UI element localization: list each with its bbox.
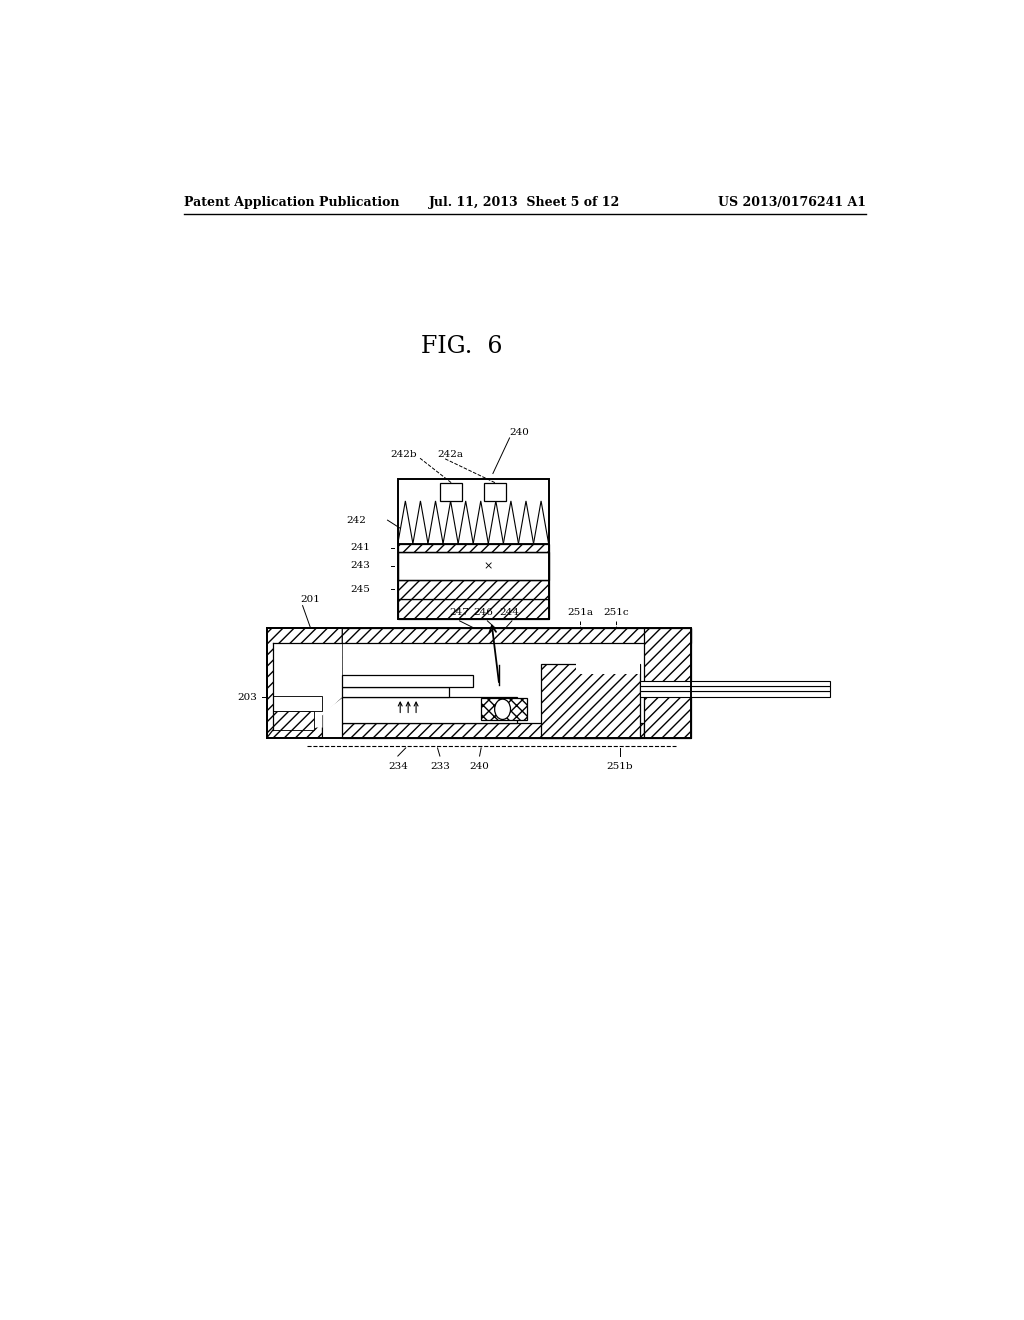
Polygon shape [443,500,458,544]
Text: 251c: 251c [603,609,629,618]
Text: 245: 245 [350,585,370,594]
Bar [267,628,691,738]
Bar [640,686,830,690]
Bar [342,675,473,686]
Bar [644,628,691,738]
Bar [342,697,517,722]
Polygon shape [273,643,342,727]
Text: 246: 246 [473,609,494,618]
Bar [397,552,549,581]
Polygon shape [458,500,473,544]
Text: 247: 247 [450,609,469,618]
Bar [483,483,506,500]
Bar [397,598,549,619]
Bar [481,698,527,721]
Polygon shape [428,500,443,544]
Text: 240: 240 [470,762,489,771]
Text: 251a: 251a [567,609,593,618]
Text: 241: 241 [350,544,370,552]
Text: 234: 234 [388,762,408,771]
Polygon shape [488,500,504,544]
Polygon shape [518,500,534,544]
Text: 242: 242 [346,516,367,524]
Bar [397,581,549,598]
Text: Patent Application Publication: Patent Application Publication [183,195,399,209]
Text: 233: 233 [430,762,450,771]
Text: 251b: 251b [606,762,634,771]
Text: 201: 201 [300,595,321,605]
Text: 243: 243 [350,561,370,570]
Bar [640,681,830,686]
Text: Jul. 11, 2013  Sheet 5 of 12: Jul. 11, 2013 Sheet 5 of 12 [429,195,621,209]
Polygon shape [413,500,428,544]
Bar [440,483,462,500]
Bar [577,648,640,673]
Polygon shape [397,500,413,544]
Bar [422,554,524,577]
Text: ×: × [483,561,493,572]
Polygon shape [267,628,342,738]
Bar [342,722,644,738]
Bar [397,544,549,552]
Text: 203: 203 [238,693,257,702]
Bar [541,664,640,738]
Polygon shape [504,500,518,544]
Polygon shape [534,500,549,544]
Bar [273,696,323,711]
Bar [397,552,549,581]
Text: 242a: 242a [437,450,464,458]
Text: 242b: 242b [390,450,417,458]
Bar [640,690,830,697]
Polygon shape [473,500,488,544]
Text: 240: 240 [510,428,529,437]
Bar [397,479,549,619]
Bar [342,686,450,697]
Bar [267,628,691,643]
Text: FIG.  6: FIG. 6 [421,335,502,358]
Bar [273,711,314,730]
Text: 244: 244 [499,609,519,618]
Bar [397,552,549,581]
Text: US 2013/0176241 A1: US 2013/0176241 A1 [718,195,866,209]
Circle shape [495,700,511,719]
